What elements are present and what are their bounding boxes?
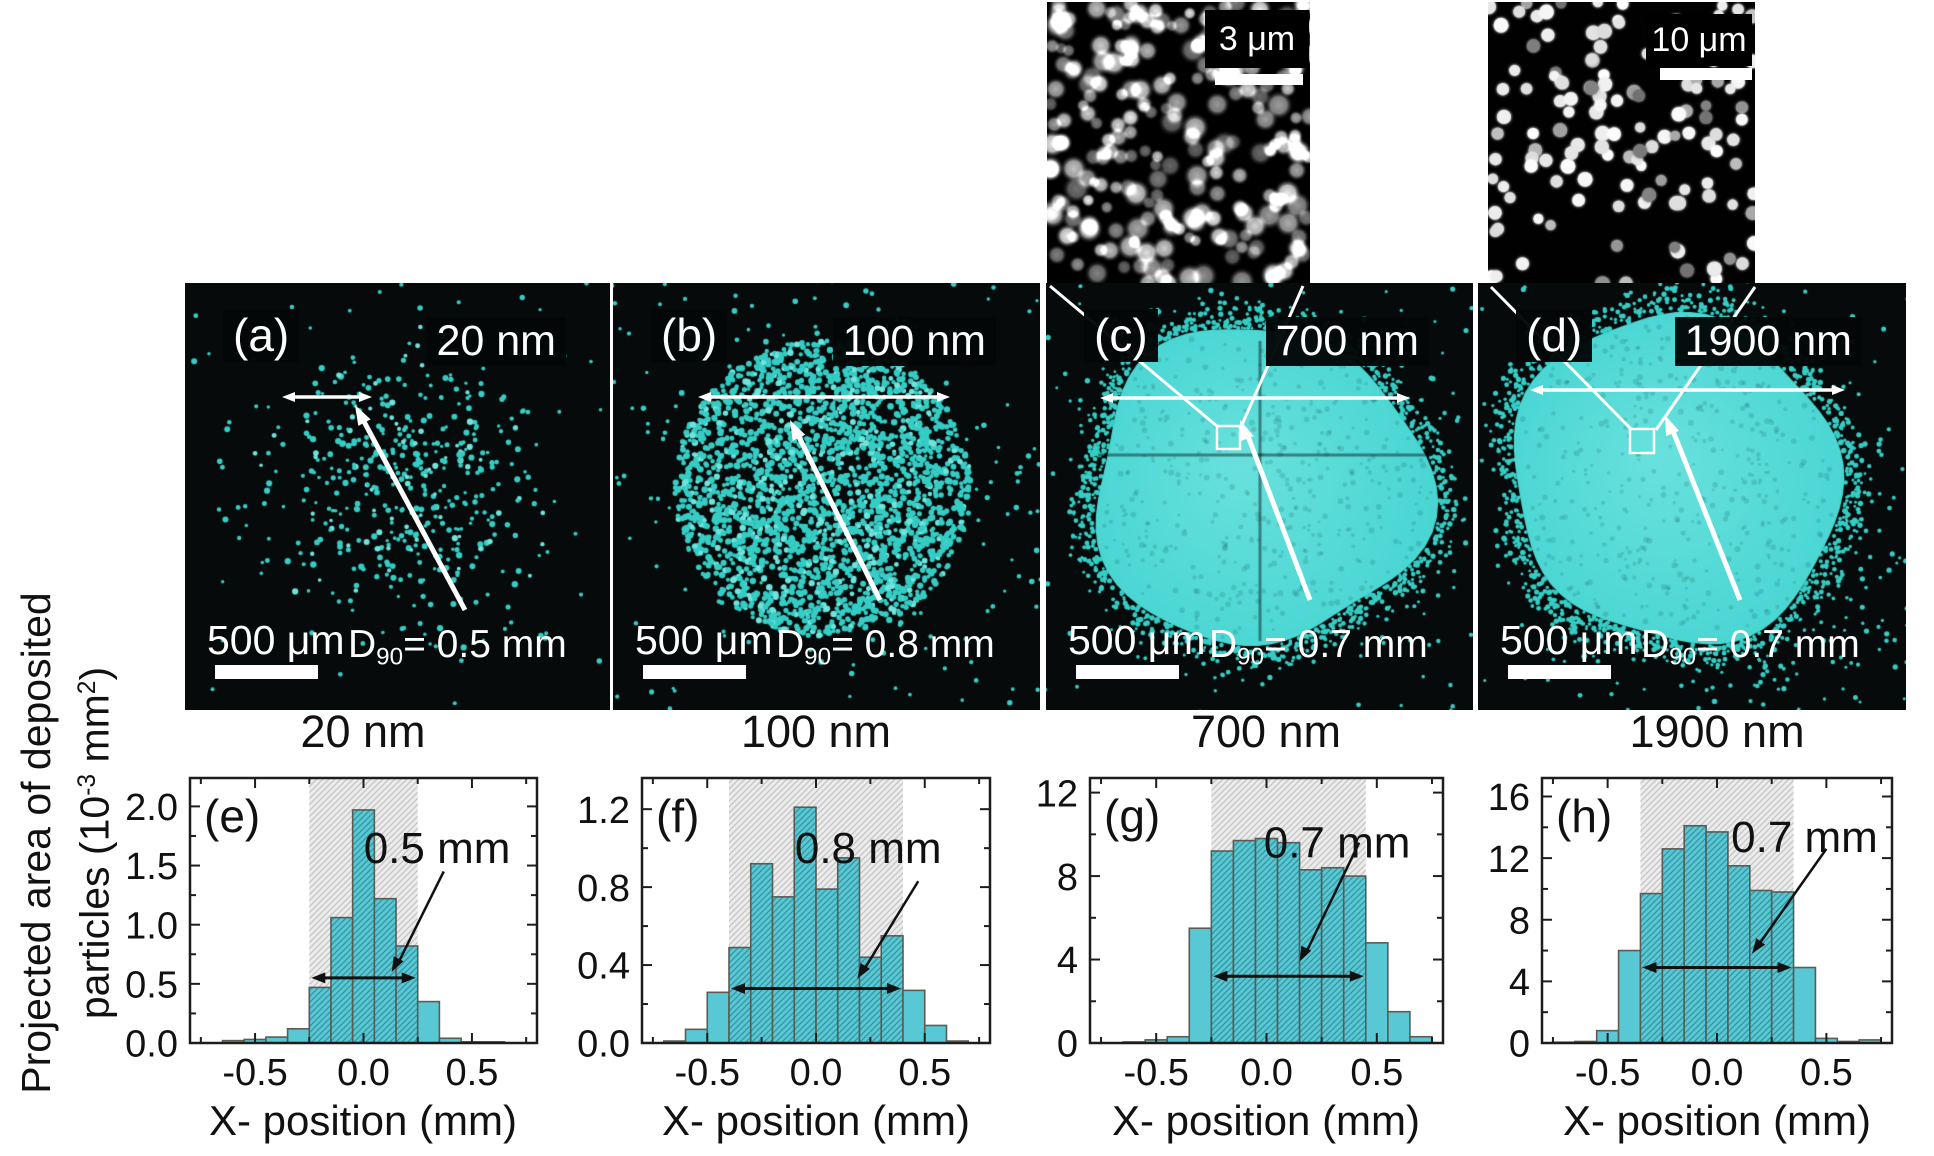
svg-text:-0.5: -0.5	[222, 1052, 287, 1094]
svg-text:-0.5: -0.5	[675, 1052, 740, 1094]
svg-text:0: 0	[1509, 1024, 1530, 1066]
scalebar-box-3um: 3 μm	[1205, 10, 1309, 68]
chart-title-700nm: 700 nm	[1190, 706, 1342, 757]
svg-text:0.5: 0.5	[446, 1052, 499, 1094]
scalebar-c	[1076, 665, 1179, 679]
svg-text:0.0: 0.0	[790, 1052, 843, 1094]
x-axis-label-e: X- position (mm)	[208, 1097, 518, 1144]
d90-subscript: 90	[804, 643, 832, 671]
chart-title-20nm: 20 nm	[300, 706, 426, 757]
svg-text:0.4: 0.4	[577, 946, 630, 988]
deposit-panel-20nm: (a) 20 nm 500 μm D90= 0.5 mm	[185, 283, 610, 710]
d90-symbol: D	[776, 623, 805, 666]
svg-text:0.5: 0.5	[898, 1052, 951, 1094]
histogram-h-1900nm: 0 4 8 12 16 -0.5 0.0 0.5 (h) 0.7 mm	[1488, 776, 1894, 1094]
svg-text:(g): (g)	[1104, 790, 1160, 842]
svg-text:(h): (h)	[1556, 790, 1612, 842]
svg-text:0.8: 0.8	[577, 868, 630, 910]
d90-subscript: 90	[1237, 643, 1265, 671]
chart-title-1900nm: 1900 nm	[1629, 706, 1805, 757]
svg-text:8: 8	[1057, 857, 1078, 899]
sem-inset-700nm: 3 μm	[1047, 2, 1310, 284]
scalebar-label-d: 500 μm	[1500, 617, 1638, 663]
scalebar-b	[643, 665, 746, 679]
histogram-g-700nm: 0 4 8 12 -0.5 0.0 0.5 (g) 0.7 mm	[1036, 773, 1445, 1094]
svg-text:8: 8	[1509, 900, 1530, 942]
d90-subscript: 90	[376, 643, 404, 671]
d90-label-c: D90= 0.7 mm	[1209, 623, 1428, 671]
scalebar-3um	[1215, 74, 1303, 85]
svg-text:0.5: 0.5	[1800, 1052, 1853, 1094]
scalebar-box-10um: 10 μm	[1646, 14, 1752, 66]
svg-text:4: 4	[1509, 962, 1530, 1004]
x-axis-label-g: X- position (mm)	[1111, 1097, 1421, 1144]
svg-text:-0.5: -0.5	[1123, 1052, 1188, 1094]
svg-text:0.8 mm: 0.8 mm	[795, 824, 942, 873]
deposit-panel-100nm: (b) 100 nm 500 μm D90= 0.8 mm	[613, 283, 1040, 710]
panel-letter-a: (a)	[223, 309, 300, 362]
panel-letter-d: (d)	[1516, 309, 1593, 362]
svg-text:1.5: 1.5	[125, 846, 178, 888]
scalebar-10um	[1660, 68, 1752, 80]
svg-text:(f): (f)	[656, 790, 699, 842]
chart-title-100nm: 100 nm	[740, 706, 892, 757]
x-axis-label-f: X- position (mm)	[661, 1097, 971, 1144]
d90-value: = 0.8 mm	[831, 623, 995, 666]
scalebar-label-c: 500 μm	[1068, 617, 1206, 663]
d90-symbol: D	[1209, 623, 1238, 666]
svg-text:0.5: 0.5	[1350, 1052, 1403, 1094]
d90-subscript: 90	[1669, 643, 1697, 671]
d90-label-b: D90= 0.8 mm	[776, 623, 995, 671]
svg-text:0.5: 0.5	[125, 965, 178, 1007]
svg-text:0.7 mm: 0.7 mm	[1264, 819, 1411, 868]
panel-letter-b: (b)	[651, 309, 728, 362]
d90-symbol: D	[348, 623, 377, 666]
svg-text:1.2: 1.2	[577, 790, 630, 832]
svg-text:(e): (e)	[204, 790, 260, 842]
deposit-panel-1900nm: (d) 1900 nm 500 μm D90= 0.7 mm	[1478, 283, 1906, 710]
panel-size-label-a: 20 nm	[426, 317, 566, 367]
svg-text:0.5 mm: 0.5 mm	[364, 824, 511, 873]
svg-text:0.0: 0.0	[1691, 1052, 1744, 1094]
scalebar-label-3um: 3 μm	[1218, 19, 1296, 58]
d90-value: = 0.5 mm	[403, 623, 567, 666]
svg-text:1.0: 1.0	[125, 905, 178, 947]
scalebar-d	[1508, 665, 1611, 679]
histogram-e-20nm: 0.0 0.5 1.0 1.5 2.0 -0.5 0.0 0.5 (e) 0.5 mm	[125, 776, 539, 1094]
svg-text:2.0: 2.0	[125, 787, 178, 829]
svg-text:0.0: 0.0	[1240, 1052, 1293, 1094]
panel-letter-c: (c)	[1084, 309, 1158, 362]
sem-inset-1900nm: 10 μm	[1488, 2, 1755, 285]
svg-text:0.7 mm: 0.7 mm	[1731, 813, 1878, 862]
scalebar-label-10um: 10 μm	[1651, 20, 1747, 59]
d90-label-d: D90= 0.7 mm	[1641, 623, 1860, 671]
svg-text:0: 0	[1057, 1024, 1078, 1066]
d90-value: = 0.7 mm	[1264, 623, 1428, 666]
d90-symbol: D	[1641, 623, 1670, 666]
svg-text:0.0: 0.0	[337, 1052, 390, 1094]
svg-text:4: 4	[1057, 940, 1078, 982]
panel-size-label-c: 700 nm	[1265, 317, 1429, 367]
d90-value: = 0.7 mm	[1696, 623, 1860, 666]
svg-text:0.0: 0.0	[125, 1024, 178, 1066]
svg-text:0.0: 0.0	[577, 1024, 630, 1066]
panel-size-label-d: 1900 nm	[1674, 317, 1862, 367]
y-axis-label: Projected area of deposited particles (1…	[13, 592, 118, 1094]
panel-size-label-b: 100 nm	[832, 317, 996, 367]
svg-text:12: 12	[1488, 839, 1530, 881]
svg-text:16: 16	[1488, 777, 1530, 819]
svg-text:-0.5: -0.5	[1575, 1052, 1640, 1094]
histogram-f-100nm: 0.0 0.4 0.8 1.2 -0.5 0.0 0.5 (f) 0.8 mm	[577, 776, 992, 1094]
scalebar-label-a: 500 μm	[207, 617, 345, 663]
scalebar-label-b: 500 μm	[635, 617, 773, 663]
scalebar-a	[215, 665, 318, 679]
x-axis-label-h: X- position (mm)	[1562, 1097, 1872, 1144]
y-axis-label-line1: Projected area of deposited	[13, 592, 59, 1094]
svg-text:12: 12	[1036, 773, 1078, 815]
d90-label-a: D90= 0.5 mm	[348, 623, 567, 671]
deposit-panel-700nm: (c) 700 nm 500 μm D90= 0.7 mm	[1046, 283, 1473, 710]
